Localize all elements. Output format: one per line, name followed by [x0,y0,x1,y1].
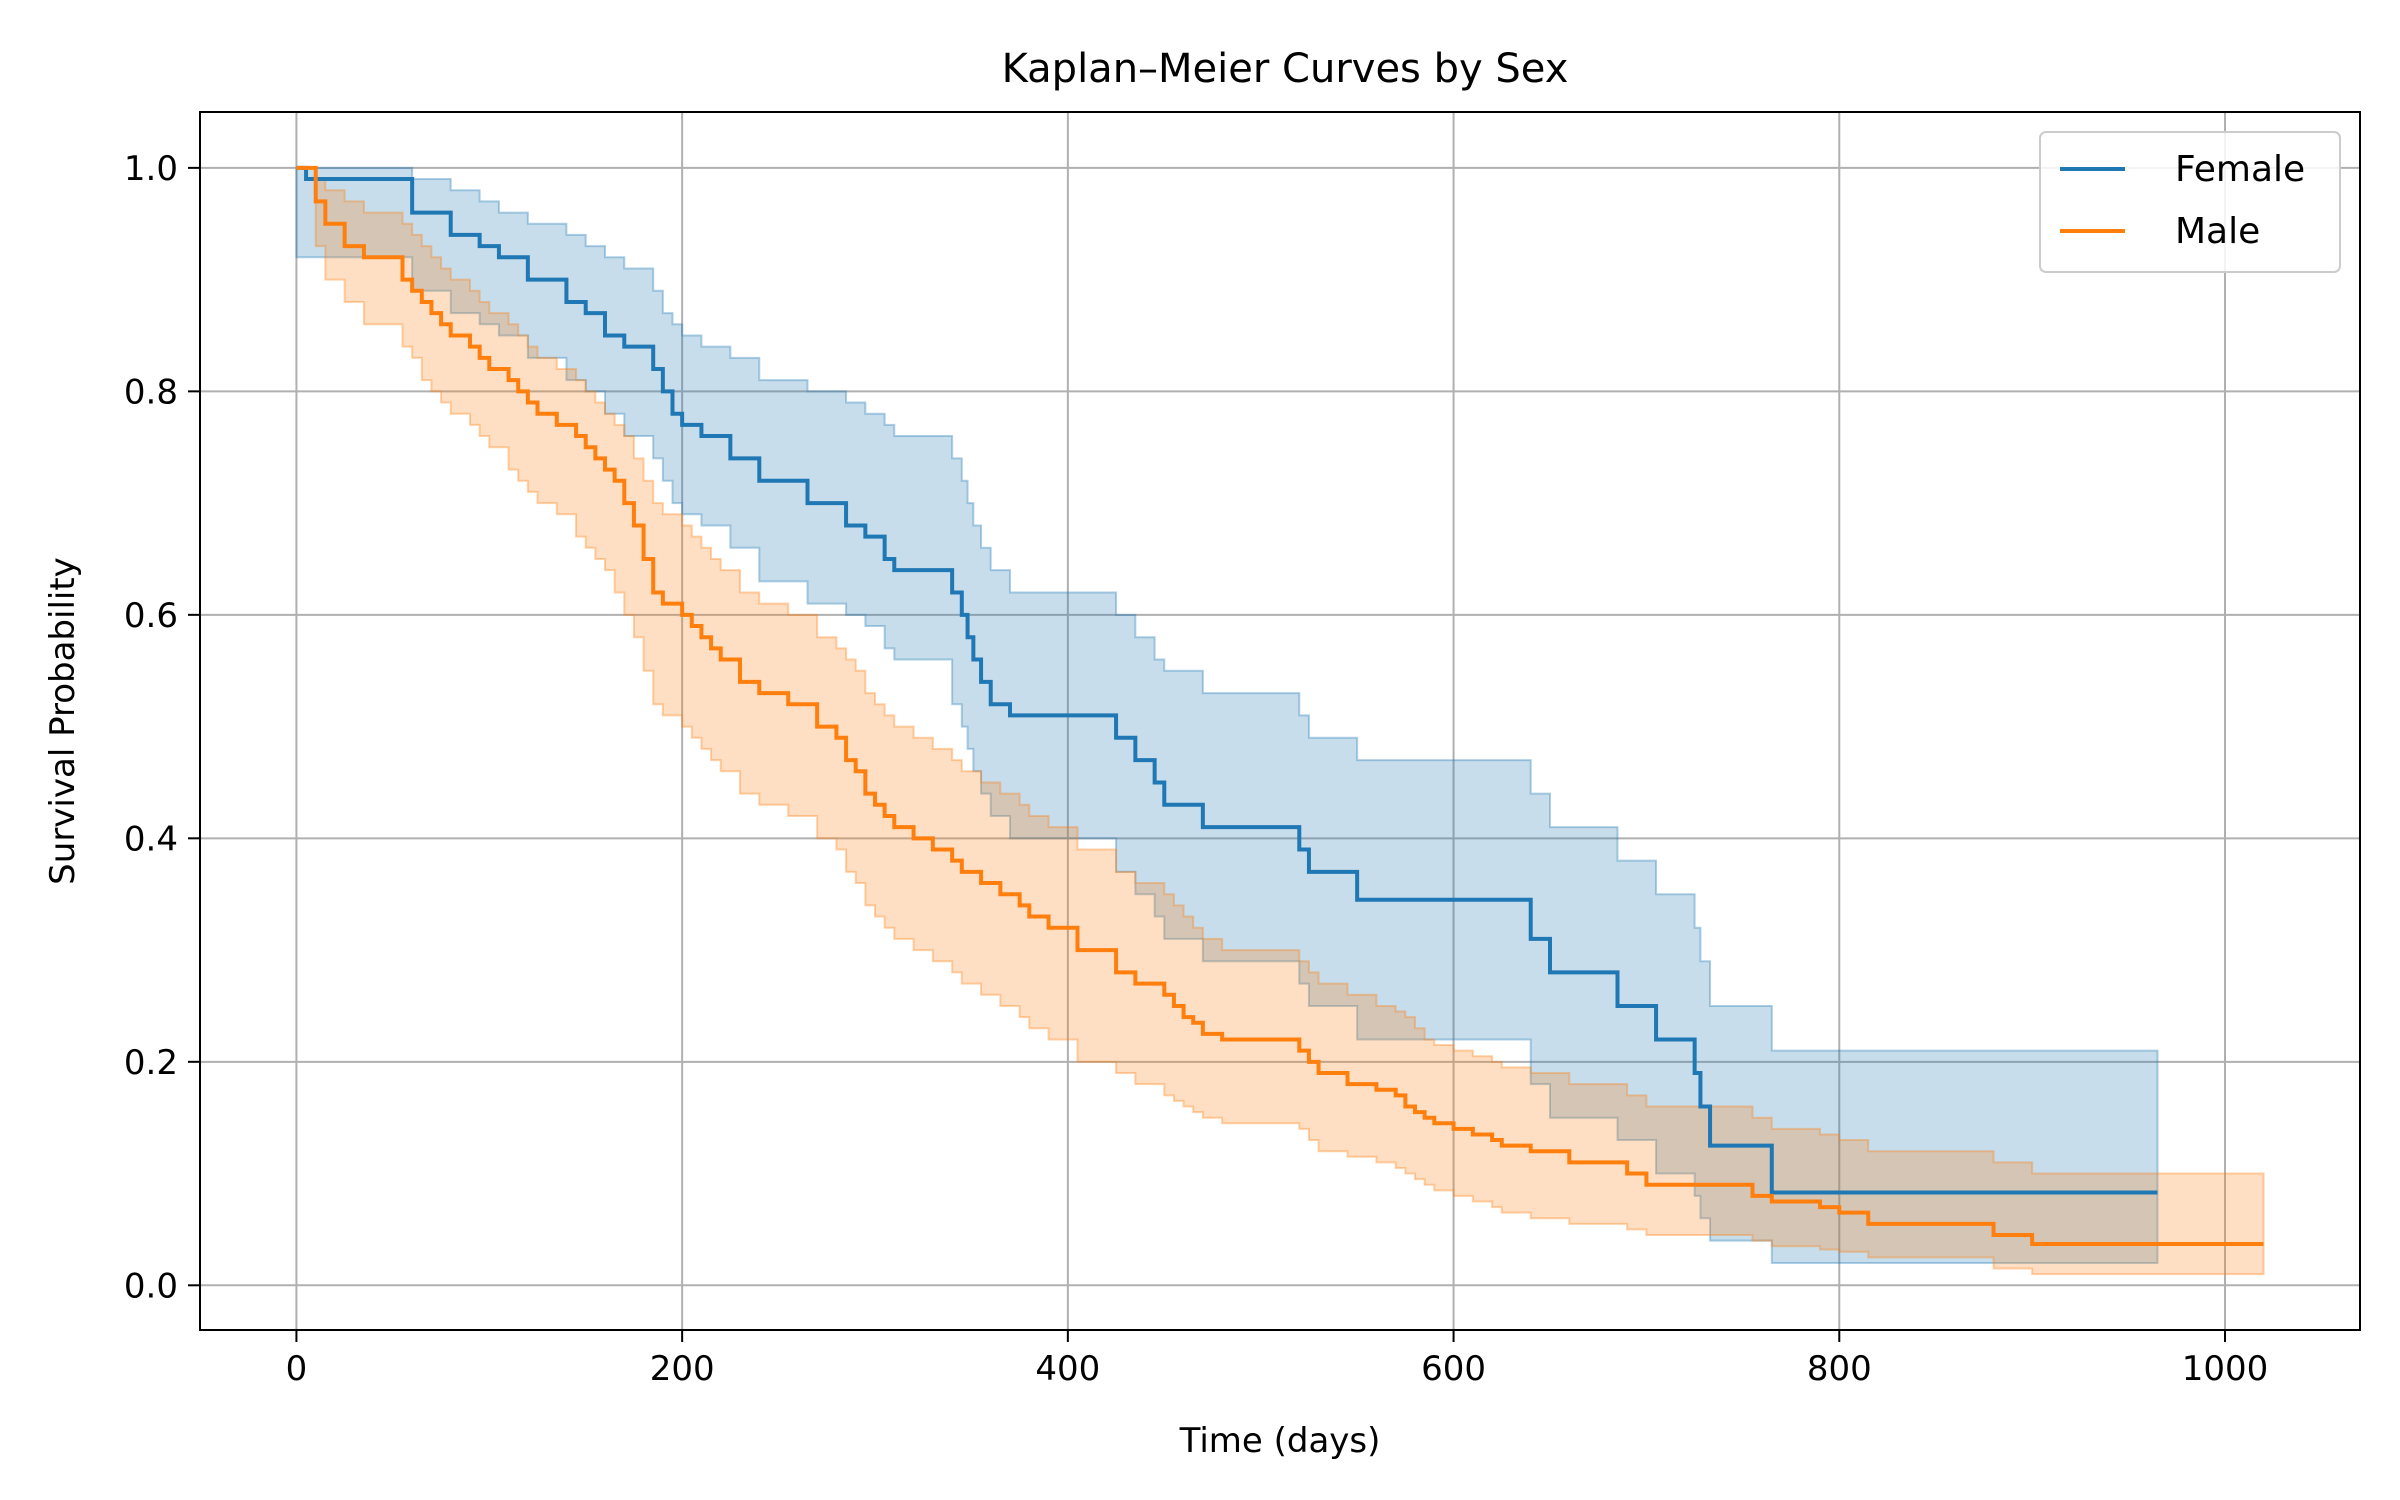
x-tick-label: 600 [1421,1349,1486,1389]
y-tick-label: 0.2 [124,1043,178,1083]
y-tick-label: 0.6 [124,596,178,636]
plot-area [199,111,2361,1331]
grid [200,112,2360,1330]
survival-curves [296,165,2264,1246]
survival-curve-female [296,165,2158,1195]
chart-title: Kaplan–Meier Curves by Sex [1002,46,1569,92]
y-tick-label: 0.8 [124,372,178,412]
x-tick-label: 0 [286,1349,308,1389]
y-axis-label: Survival Probability [43,557,83,885]
x-tick-label: 400 [1035,1349,1100,1389]
plot-background [200,112,2360,1330]
x-tick-label: 1000 [2182,1349,2269,1389]
x-axis: 0 200 400 600 800 1000 [286,1330,2269,1389]
y-tick-label: 1.0 [124,149,178,189]
survival-curve-male [296,165,2264,1246]
x-axis-label: Time (days) [1179,1421,1381,1461]
ci-band-male [296,166,2265,1276]
y-axis: 0.0 0.2 0.4 0.6 0.8 1.0 [124,149,200,1306]
legend: Female Male [2039,131,2341,273]
legend-label-male: Male [2175,211,2260,252]
y-tick-label: 0.4 [124,819,178,859]
legend-label-female: Female [2175,149,2305,190]
x-tick-label: 200 [650,1349,715,1389]
confidence-bands [295,166,2265,1276]
x-tick-label: 800 [1807,1349,1872,1389]
plot-frame [199,111,2361,1331]
ci-band-female [295,166,2159,1264]
y-tick-label: 0.0 [124,1266,178,1306]
